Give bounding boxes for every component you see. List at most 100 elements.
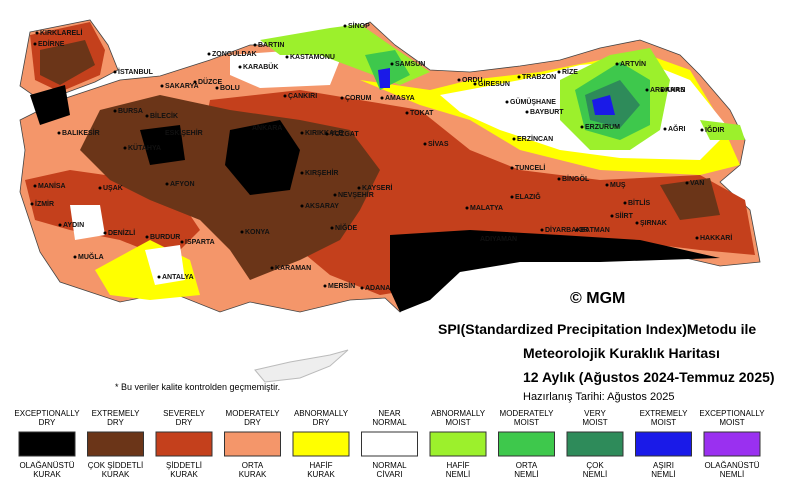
city-label: ISPARTA: [185, 239, 215, 246]
legend-label-en: DRY: [176, 418, 193, 427]
city-label: ŞIRNAK: [640, 220, 667, 227]
city-label: ESKİŞEHİR: [165, 129, 203, 137]
city-labels: KIRKLARELİ EDİRNE İSTANBUL SAKARYADÜZCEBOLU…: [30, 22, 732, 292]
legend-label-en: MODERATELY: [226, 409, 281, 418]
city-dot: [270, 266, 274, 270]
city-dot: [360, 286, 364, 290]
legend-label-tr: CİVARI: [376, 470, 402, 479]
legend-label-tr: OLAĞANÜSTÜ: [704, 461, 759, 470]
title-line: Meteorolojik Kuraklık Haritası: [523, 345, 720, 361]
region: [30, 85, 70, 125]
city-dot: [103, 231, 107, 235]
city-dot: [343, 24, 347, 28]
legend-label-tr: NEMLİ: [583, 470, 607, 479]
city-dot: [325, 132, 329, 136]
legend-label-tr: AŞIRI: [653, 461, 674, 470]
city-label: HAKKARİ: [700, 234, 732, 242]
city-label: AFYON: [170, 181, 195, 188]
city-label: UŞAK: [103, 185, 123, 192]
city-label: ÇANKIRI: [288, 93, 317, 100]
legend-label-tr: NEMLİ: [720, 470, 744, 479]
city-dot: [160, 131, 164, 135]
city-dot: [380, 96, 384, 100]
city-dot: [465, 206, 469, 210]
city-label: KAYSERİ: [362, 184, 393, 192]
city-label: YOZGAT: [330, 131, 359, 138]
city-dot: [283, 94, 287, 98]
city-label: ÇORUM: [345, 95, 372, 102]
city-dot: [300, 171, 304, 175]
city-dot: [180, 240, 184, 244]
city-dot: [510, 195, 514, 199]
city-dot: [540, 228, 544, 232]
city-label: MALATYA: [470, 205, 503, 212]
city-dot: [33, 42, 37, 46]
city-label: MUĞLA: [78, 252, 104, 261]
city-dot: [660, 88, 664, 92]
legend-swatch: [429, 431, 487, 457]
city-dot: [615, 62, 619, 66]
note: * Bu veriler kalite kontrolden geçmemişt…: [115, 382, 280, 392]
city-dot: [475, 237, 479, 241]
city-dot: [207, 52, 211, 56]
city-label: IĞDIR: [705, 125, 724, 134]
city-label: KARAMAN: [275, 265, 311, 272]
city-dot: [157, 275, 161, 279]
city-label: DÜZCE: [198, 77, 222, 86]
city-label: ERZURUM: [585, 124, 620, 131]
city-dot: [247, 126, 251, 130]
legend: EXCEPTIONALLYDRYOLAĞANÜSTÜKURAKEXTREMELY…: [14, 409, 765, 479]
city-dot: [623, 201, 627, 205]
city-dot: [457, 78, 461, 82]
legend-swatch: [566, 431, 624, 457]
city-label: İZMİR: [35, 200, 54, 208]
legend-label-tr: KURAK: [33, 470, 61, 479]
city-dot: [30, 202, 34, 206]
city-label: NİĞDE: [335, 223, 358, 232]
map-regions: [19, 19, 761, 383]
city-label: ANTALYA: [162, 274, 194, 281]
legend-label-en: NEAR: [378, 409, 400, 418]
city-label: ARDAHAN: [650, 87, 685, 94]
city-label: TUNCELİ: [515, 164, 545, 172]
city-dot: [423, 142, 427, 146]
legend-label-en: VERY: [584, 409, 606, 418]
region: [700, 120, 745, 140]
city-dot: [473, 82, 477, 86]
city-label: NEVŞEHİR: [338, 191, 374, 199]
city-dot: [580, 125, 584, 129]
legend-label-en: MOIST: [445, 418, 470, 427]
legend-label-en: EXTREMELY: [92, 409, 141, 418]
legend-label-tr: KURAK: [239, 470, 267, 479]
city-label: ARTVİN: [620, 60, 646, 68]
city-label: SİİRT: [615, 212, 634, 220]
region: [378, 68, 390, 88]
city-label: SAMSUN: [395, 61, 425, 68]
region: [230, 50, 340, 88]
legend-label-tr: KURAK: [102, 470, 130, 479]
city-label: AĞRI: [668, 124, 686, 133]
city-dot: [145, 235, 149, 239]
city-dot: [300, 204, 304, 208]
legend-label-en: DRY: [107, 418, 124, 427]
city-dot: [390, 62, 394, 66]
city-dot: [98, 186, 102, 190]
city-label: VAN: [690, 180, 704, 187]
legend-label-en: DRY: [244, 418, 261, 427]
city-label: GİRESUN: [478, 80, 510, 88]
city-dot: [323, 284, 327, 288]
city-dot: [512, 137, 516, 141]
city-label: SAKARYA: [165, 83, 199, 90]
legend-label-tr: NEMLİ: [446, 470, 470, 479]
city-label: BALIKESİR: [62, 129, 100, 137]
legend-label-en: NORMAL: [372, 418, 407, 427]
city-label: ADIYAMAN: [480, 236, 517, 243]
city-dot: [405, 111, 409, 115]
city-label: BURDUR: [150, 234, 180, 241]
city-label: TRABZON: [522, 74, 556, 81]
legend-label-tr: HAFİF: [309, 461, 332, 470]
legend-label-en: SEVERELY: [163, 409, 205, 418]
region: [40, 40, 95, 85]
city-dot: [610, 214, 614, 218]
city-label: AMASYA: [385, 95, 415, 102]
